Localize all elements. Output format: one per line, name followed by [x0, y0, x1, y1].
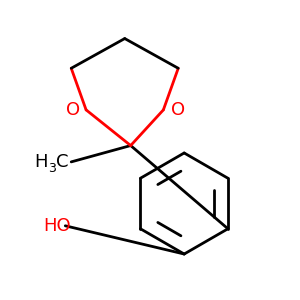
Text: H: H: [34, 153, 47, 171]
Text: O: O: [66, 101, 80, 119]
Text: HO: HO: [43, 217, 70, 235]
Text: O: O: [171, 101, 185, 119]
Text: 3: 3: [48, 162, 56, 175]
Text: C: C: [56, 153, 69, 171]
